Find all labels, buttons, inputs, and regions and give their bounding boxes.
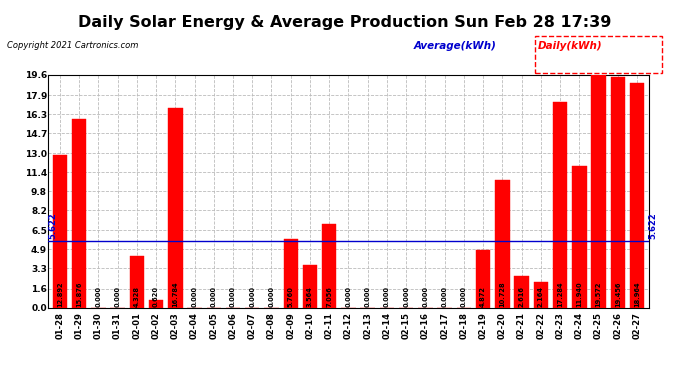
Text: 16.784: 16.784 xyxy=(172,281,178,306)
Text: Copyright 2021 Cartronics.com: Copyright 2021 Cartronics.com xyxy=(7,41,138,50)
Text: 0.000: 0.000 xyxy=(461,285,467,306)
Text: 17.284: 17.284 xyxy=(557,281,563,306)
Bar xyxy=(591,75,606,308)
Text: 0.000: 0.000 xyxy=(384,285,390,306)
Text: 0.000: 0.000 xyxy=(403,285,409,306)
Bar xyxy=(495,180,510,308)
Text: 0.620: 0.620 xyxy=(153,285,159,306)
Text: 10.728: 10.728 xyxy=(500,281,505,306)
Text: Average(kWh): Average(kWh) xyxy=(414,41,497,51)
Bar xyxy=(130,256,144,307)
Text: 0.000: 0.000 xyxy=(346,285,351,306)
Bar xyxy=(303,265,317,308)
Bar xyxy=(515,276,529,308)
Bar xyxy=(611,77,625,308)
Text: 0.000: 0.000 xyxy=(192,285,197,306)
Text: Daily(kWh): Daily(kWh) xyxy=(538,41,603,51)
Bar xyxy=(168,108,182,307)
Bar xyxy=(630,82,644,308)
Bar xyxy=(72,119,86,308)
Text: 0.000: 0.000 xyxy=(210,285,217,306)
Text: 0.000: 0.000 xyxy=(442,285,448,306)
Bar xyxy=(476,250,491,308)
Text: 3.564: 3.564 xyxy=(307,286,313,306)
Text: 5.622: 5.622 xyxy=(48,212,57,239)
Text: 0.000: 0.000 xyxy=(268,285,275,306)
Text: 19.572: 19.572 xyxy=(595,281,602,306)
Text: 5.760: 5.760 xyxy=(288,286,294,306)
Text: 0.000: 0.000 xyxy=(365,285,371,306)
Text: 0.000: 0.000 xyxy=(422,285,428,306)
Bar xyxy=(533,282,548,308)
Text: Daily Solar Energy & Average Production Sun Feb 28 17:39: Daily Solar Energy & Average Production … xyxy=(78,15,612,30)
Bar xyxy=(52,154,67,308)
Text: 0.000: 0.000 xyxy=(95,285,101,306)
Text: 0.000: 0.000 xyxy=(230,285,236,306)
Text: 4.872: 4.872 xyxy=(480,285,486,306)
Text: 7.056: 7.056 xyxy=(326,286,332,306)
Text: 2.164: 2.164 xyxy=(538,285,544,306)
Text: 0.000: 0.000 xyxy=(115,285,121,306)
Bar xyxy=(149,300,164,307)
Bar xyxy=(572,166,586,308)
Text: 11.940: 11.940 xyxy=(576,281,582,306)
Text: 5.622: 5.622 xyxy=(649,212,658,239)
Text: 0.000: 0.000 xyxy=(249,285,255,306)
Text: 4.328: 4.328 xyxy=(134,285,140,306)
Text: 2.616: 2.616 xyxy=(519,285,524,306)
Bar xyxy=(284,239,298,308)
Text: 18.964: 18.964 xyxy=(634,281,640,306)
Text: 15.876: 15.876 xyxy=(76,281,82,306)
Bar xyxy=(322,224,337,308)
Bar xyxy=(553,102,567,308)
Text: 19.456: 19.456 xyxy=(615,281,621,306)
Text: 12.892: 12.892 xyxy=(57,281,63,306)
